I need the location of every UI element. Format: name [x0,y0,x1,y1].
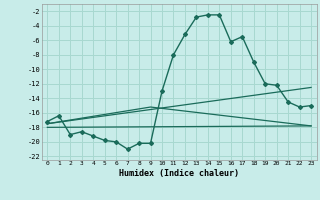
X-axis label: Humidex (Indice chaleur): Humidex (Indice chaleur) [119,169,239,178]
